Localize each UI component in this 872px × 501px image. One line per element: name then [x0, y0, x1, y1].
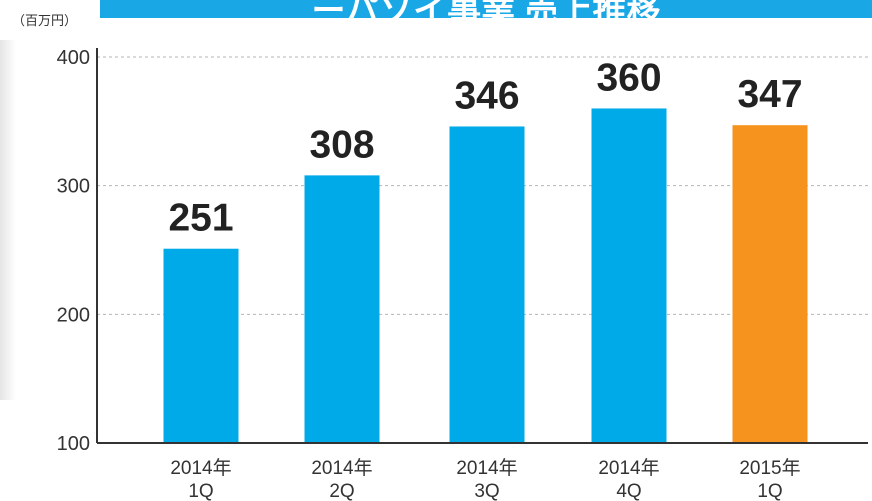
x-tick-label-year: 2014年 [456, 457, 517, 479]
x-tick-label-quarter: 1Q [188, 481, 213, 501]
y-tick-label: 400 [57, 47, 90, 69]
bar-5 [732, 125, 808, 444]
bar-value-label: 347 [737, 73, 802, 116]
bar-value-label: 308 [309, 123, 374, 166]
x-tick-label-year: 2014年 [311, 457, 372, 479]
x-tick-label-quarter: 3Q [474, 481, 499, 501]
chart-title: ーパソイ事業 売上推移 [311, 0, 660, 18]
x-tick-label-year: 2014年 [598, 457, 659, 479]
x-tick-label-year: 2015年 [739, 457, 800, 479]
x-tick-label-year: 2014年 [170, 457, 231, 479]
y-tick-label: 200 [57, 304, 90, 326]
bar-4 [591, 108, 667, 443]
x-tick-label-quarter: 1Q [757, 481, 782, 501]
y-tick-label: 300 [57, 176, 90, 198]
bar-value-label: 346 [454, 74, 519, 117]
title-banner: ーパソイ事業 売上推移 [100, 0, 872, 18]
bar-1 [163, 248, 239, 443]
left-edge-shadow [0, 40, 16, 400]
bar-value-label: 251 [168, 197, 233, 240]
bar-2 [304, 175, 380, 443]
y-unit-label: （百万円） [12, 13, 78, 28]
x-tick-label-quarter: 2Q [329, 481, 354, 501]
x-tick-label-quarter: 4Q [616, 481, 641, 501]
bar-3 [449, 126, 525, 443]
bar-value-label: 360 [596, 56, 661, 99]
y-tick-label: 100 [57, 433, 90, 455]
